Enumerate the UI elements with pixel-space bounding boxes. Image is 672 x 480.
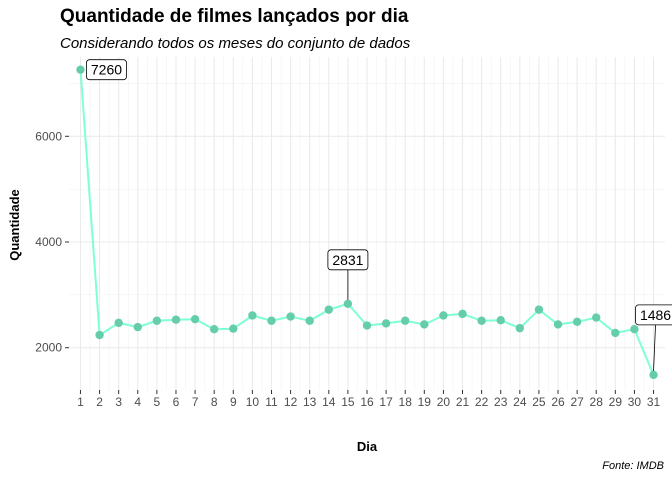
x-tick-label: 5 — [154, 395, 161, 409]
y-axis-title: Quantidade — [7, 189, 22, 261]
label-box — [86, 59, 127, 81]
x-tick-label: 29 — [609, 395, 623, 409]
x-tick-label: 6 — [173, 395, 180, 409]
x-tick-label: 10 — [246, 395, 260, 409]
x-tick-label: 24 — [513, 395, 527, 409]
x-tick-label: 31 — [647, 395, 661, 409]
x-tick-label: 23 — [494, 395, 508, 409]
data-point — [343, 299, 353, 308]
x-tick-label: 26 — [551, 395, 565, 409]
x-tick-label: 28 — [590, 395, 604, 409]
data-point — [496, 316, 505, 325]
chart-subtitle: Considerando todos os meses do conjunto … — [60, 35, 411, 52]
data-point — [420, 320, 429, 329]
x-tick-label: 16 — [360, 395, 374, 409]
data-point — [248, 311, 257, 320]
x-tick-label: 27 — [570, 395, 584, 409]
data-point — [534, 305, 544, 314]
label-box — [327, 249, 369, 271]
data-point — [553, 320, 563, 329]
x-tick-label: 8 — [211, 395, 218, 409]
data-point — [133, 322, 142, 332]
data-point — [515, 323, 525, 333]
data-point — [324, 305, 333, 314]
x-tick-label: 7 — [192, 395, 199, 409]
data-point — [401, 316, 410, 325]
data-label-2831: 2831 — [327, 249, 369, 300]
data-point — [649, 370, 658, 380]
x-tick-label: 25 — [532, 395, 546, 409]
data-point — [76, 65, 85, 74]
x-tick-label: 21 — [456, 395, 470, 409]
x-tick-label: 12 — [284, 395, 298, 409]
data-label-text: 2831 — [332, 252, 363, 268]
x-tick-label: 2 — [96, 395, 103, 409]
data-labels: 7260 2831 1486 — [86, 59, 672, 371]
data-point — [114, 318, 123, 328]
data-point — [229, 324, 238, 333]
data-point — [381, 319, 391, 328]
grid-lines — [69, 57, 665, 390]
data-point — [572, 317, 582, 327]
data-point — [477, 316, 486, 325]
data-point — [152, 316, 162, 325]
chart-title: Quantidade de filmes lançados por dia — [60, 6, 409, 27]
data-point — [630, 325, 639, 334]
data-label-1486: 1486 — [635, 304, 672, 371]
data-point — [458, 309, 467, 319]
data-label-text: 1486 — [640, 307, 671, 323]
data-point — [171, 315, 181, 324]
chart-caption: Fonte: IMDB — [602, 460, 664, 472]
data-point — [95, 330, 104, 340]
x-tick-label: 3 — [115, 395, 122, 409]
data-point — [611, 328, 620, 338]
series-layer — [76, 65, 658, 380]
data-point — [209, 325, 219, 334]
x-tick-label: 9 — [230, 395, 237, 409]
data-point — [362, 321, 372, 330]
data-point — [286, 312, 295, 321]
data-label-7260: 7260 — [86, 59, 127, 81]
y-tick-label: 2000 — [35, 341, 62, 355]
data-point — [439, 311, 448, 320]
x-tick-label: 19 — [418, 395, 432, 409]
x-axis-title: Dia — [357, 439, 378, 454]
label-box — [635, 304, 672, 326]
x-tick-label: 20 — [437, 395, 451, 409]
x-tick-label: 4 — [134, 395, 141, 409]
label-leader-line — [653, 324, 656, 371]
x-tick-label: 14 — [322, 395, 336, 409]
data-point — [305, 316, 314, 325]
data-label-text: 7260 — [91, 62, 122, 78]
x-tick-label: 30 — [628, 395, 642, 409]
x-tick-label: 11 — [265, 395, 278, 409]
x-tick-label: 17 — [379, 395, 393, 409]
y-tick-label: 6000 — [35, 129, 62, 143]
data-point — [190, 314, 200, 324]
data-point — [592, 313, 601, 322]
x-tick-label: 1 — [77, 395, 84, 409]
x-tick-label: 15 — [341, 395, 355, 409]
x-tick-label: 13 — [303, 395, 317, 409]
x-tick-label: 22 — [475, 395, 489, 409]
y-tick-label: 4000 — [35, 235, 62, 249]
data-point — [267, 316, 276, 325]
x-tick-label: 18 — [399, 395, 413, 409]
